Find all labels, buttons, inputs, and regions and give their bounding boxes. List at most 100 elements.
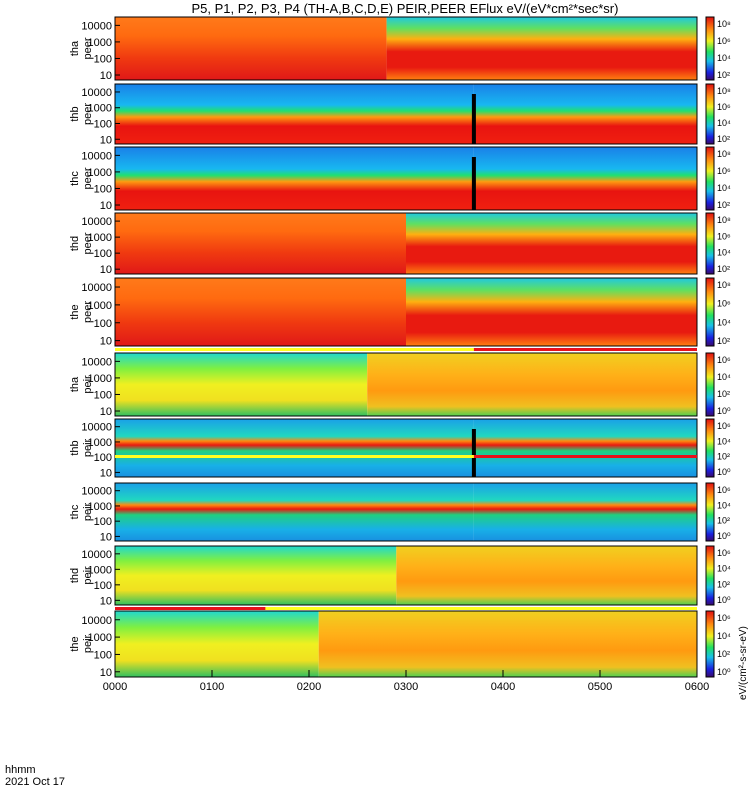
colorbar-tick-label: 10⁴	[717, 500, 731, 510]
flag-bar	[115, 607, 266, 610]
colorbar-tick-label: 10⁶	[717, 613, 731, 623]
panel-frame	[114, 482, 698, 542]
x-tick-label: 0600	[685, 681, 709, 693]
colorbar-tick-label: 10²	[717, 516, 730, 526]
colorbar	[705, 277, 715, 347]
colorbar-tick-label: 10⁸	[717, 215, 731, 225]
spectrum-before	[115, 17, 387, 80]
data-gap	[471, 94, 476, 144]
y-tick-label: 10	[100, 70, 112, 82]
colorbar-tick-label: 10²	[717, 649, 730, 659]
panel-label: thepeir	[69, 634, 94, 653]
panel-frame	[114, 212, 698, 275]
panel-thd-peer: 10000 1000 100 10 thdpeer 10⁸ 10⁶ 10⁴ 10²	[69, 212, 731, 276]
colorbar-tick-label: 10⁴	[717, 564, 731, 574]
colorbar-tick-label: 10⁶	[717, 231, 731, 241]
panel-thb-peer: 10000 1000 100 10 thbpeer 10⁸ 10⁶ 10⁴ 10²	[69, 83, 731, 146]
panel-label: thbpeer	[69, 103, 94, 125]
spectrum-before	[115, 84, 474, 144]
colorbar-tick-label: 10⁰	[717, 667, 731, 677]
panel-thb-peir: 10000 1000 100 10 thbpeir 10⁶ 10⁴ 10² 10⁰	[69, 418, 731, 479]
x-tick-label: 0300	[394, 681, 418, 693]
y-tick-label: 1000	[88, 232, 112, 244]
colorbar-tick-label: 10⁸	[717, 280, 731, 290]
y-tick-label: 100	[94, 389, 112, 401]
colorbar-tick-label: 10⁴	[717, 118, 731, 128]
panel-thd-peir: 10000 1000 100 10 thdpeir 10⁶ 10⁴ 10² 10⁰	[69, 545, 731, 610]
spectrum-after	[406, 278, 697, 346]
colorbar-tick-label: 10⁶	[717, 166, 731, 176]
colorbar	[705, 545, 715, 606]
colorbar-tick-label: 10⁴	[717, 317, 731, 327]
spectrum-before	[115, 546, 397, 605]
colorbar-tick-label: 10⁰	[717, 595, 731, 605]
colorbar-tick-label: 10⁶	[717, 485, 731, 495]
colorbar-tick-label: 10⁴	[717, 631, 731, 641]
y-tick-label: 100	[94, 183, 112, 195]
colorbar-tick-label: 10⁴	[717, 183, 731, 193]
y-tick-label: 10000	[81, 549, 112, 561]
colorbar-tick-label: 10⁴	[717, 436, 731, 446]
spectrum-before	[115, 147, 474, 210]
data-gap	[471, 157, 476, 210]
colorbar-tick-label: 10²	[717, 336, 730, 346]
colorbar	[705, 482, 715, 542]
colorbar-tick-label: 10⁰	[717, 467, 731, 477]
colorbar	[705, 146, 715, 211]
y-tick-label: 10	[100, 595, 112, 607]
colorbar-tick-label: 10²	[717, 452, 730, 462]
chart-title: P5, P1, P2, P3, P4 (TH-A,B,C,D,E) PEIR,P…	[192, 1, 619, 16]
spectrum-after	[473, 84, 697, 144]
colorbar-tick-label: 10⁶	[717, 102, 731, 112]
y-tick-label: 10000	[81, 216, 112, 228]
colorbar-tick-label: 10⁶	[717, 299, 731, 309]
y-tick-label: 10	[100, 134, 112, 146]
panel-frame	[114, 545, 698, 606]
y-tick-label: 1000	[88, 564, 112, 576]
colorbar-tick-label: 10⁸	[717, 149, 731, 159]
y-tick-label: 10000	[81, 150, 112, 162]
panel-frame	[114, 277, 698, 347]
colorbar-tick-label: 10⁰	[717, 531, 731, 541]
y-tick-label: 100	[94, 649, 112, 661]
colorbar-tick-label: 10²	[717, 389, 730, 399]
spectrum-before	[115, 353, 368, 416]
spectrum-before	[115, 611, 319, 677]
y-tick-label: 1000	[88, 300, 112, 312]
panel-label: thcpeer	[69, 167, 94, 189]
colorbar-tick-label: 10²	[717, 264, 730, 274]
colorbar	[705, 212, 715, 275]
y-tick-label: 10000	[81, 422, 112, 434]
panel-frame	[114, 418, 698, 478]
spectrum-before	[115, 213, 406, 274]
colorbar-tick-label: 10⁶	[717, 36, 731, 46]
y-tick-label: 10	[100, 264, 112, 276]
panel-frame	[114, 146, 698, 211]
spectrum-after	[473, 147, 697, 210]
y-tick-label: 10	[100, 467, 112, 479]
y-tick-label: 1000	[88, 167, 112, 179]
y-tick-label: 1000	[88, 103, 112, 115]
y-tick-label: 10000	[81, 87, 112, 99]
spectrum-before	[115, 483, 474, 541]
y-tick-label: 100	[94, 580, 112, 592]
y-tick-label: 10000	[81, 486, 112, 498]
panel-tha-peir: 10000 1000 100 10 thapeir 10⁶ 10⁴ 10² 10⁰	[69, 348, 731, 418]
y-tick-label: 10	[100, 406, 112, 418]
x-tick-label: 0400	[491, 681, 515, 693]
spectrum-before	[115, 278, 406, 346]
y-tick-label: 100	[94, 248, 112, 260]
colorbar-tick-label: 10⁸	[717, 86, 731, 96]
panel-the-peir: 10000 1000 100 10 thepeir 10⁶ 10⁴ 10² 10⁰	[69, 610, 731, 679]
panel-label: thapeir	[69, 375, 94, 394]
y-tick-label: 1000	[88, 501, 112, 513]
panel-label: thepeer	[69, 301, 94, 323]
colorbar	[705, 418, 715, 478]
x-tick-label: 0200	[297, 681, 321, 693]
y-tick-label: 100	[94, 318, 112, 330]
colorbar	[705, 83, 715, 145]
flag-bar	[473, 348, 697, 351]
y-tick-label: 100	[94, 452, 112, 464]
data-gap	[471, 429, 476, 477]
